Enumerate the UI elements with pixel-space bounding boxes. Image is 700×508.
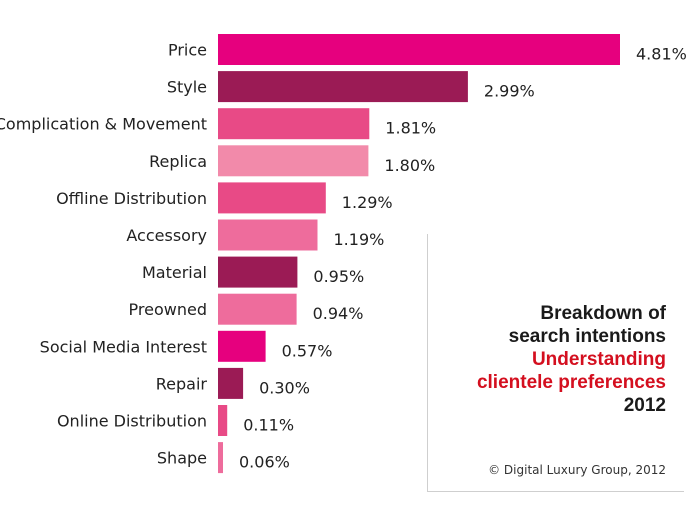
value-label-4: 1.80%: [384, 156, 435, 175]
category-labels-group: Price Style Complication & Movement Replica…: [0, 41, 207, 468]
value-label-1: 4.81%: [636, 45, 687, 64]
category-label-6: Accessory: [126, 226, 207, 245]
category-label-5: Offline Distribution: [56, 189, 207, 208]
category-label-1: Price: [168, 41, 207, 60]
bar-5: [218, 182, 326, 214]
value-label-11: 0.11%: [243, 416, 294, 435]
value-label-10: 0.30%: [259, 378, 310, 397]
category-label-7: Material: [142, 263, 207, 282]
copyright-credit: © Digital Luxury Group, 2012: [488, 463, 666, 477]
bar-8: [218, 293, 297, 325]
title-line-3: Understanding: [531, 349, 666, 370]
title-line-5: 2012: [623, 395, 666, 416]
category-label-4: Replica: [149, 152, 207, 171]
bars-group: [218, 34, 620, 474]
value-label-7: 0.95%: [313, 267, 364, 286]
category-label-10: Repair: [156, 374, 208, 393]
bar-7: [218, 256, 298, 288]
bar-3: [218, 108, 370, 140]
value-labels-group: 4.81% 2.99% 1.81% 1.80% 1.29% 1.19% 0.95% 0.94%…: [239, 45, 687, 472]
bar-10: [218, 367, 244, 399]
bar-9: [218, 330, 266, 362]
category-label-2: Style: [167, 78, 207, 97]
chart-title-box: Breakdown of search intentions Understan…: [427, 234, 684, 492]
value-label-5: 1.29%: [342, 193, 393, 212]
bar-6: [218, 219, 318, 251]
bar-12: [218, 442, 223, 474]
bar-4: [218, 145, 369, 177]
value-label-3: 1.81%: [385, 119, 436, 138]
bar-1: [218, 34, 620, 65]
category-label-11: Online Distribution: [57, 412, 207, 431]
category-label-8: Preowned: [129, 300, 207, 319]
title-line-1: Breakdown of: [540, 303, 666, 324]
value-label-12: 0.06%: [239, 453, 290, 472]
chart-title: Breakdown of search intentions Understan…: [477, 302, 666, 417]
category-label-12: Shape: [157, 449, 207, 468]
title-line-4: clientele preferences: [476, 372, 666, 393]
bar-11: [218, 405, 228, 436]
category-label-3: Complication & Movement: [0, 115, 207, 134]
category-label-9: Social Media Interest: [40, 337, 207, 356]
value-label-9: 0.57%: [282, 341, 333, 360]
value-label-6: 1.19%: [334, 230, 385, 249]
value-label-2: 2.99%: [484, 82, 535, 101]
title-line-2: search intentions: [508, 326, 666, 347]
bar-2: [218, 71, 468, 103]
value-label-8: 0.94%: [313, 304, 364, 323]
